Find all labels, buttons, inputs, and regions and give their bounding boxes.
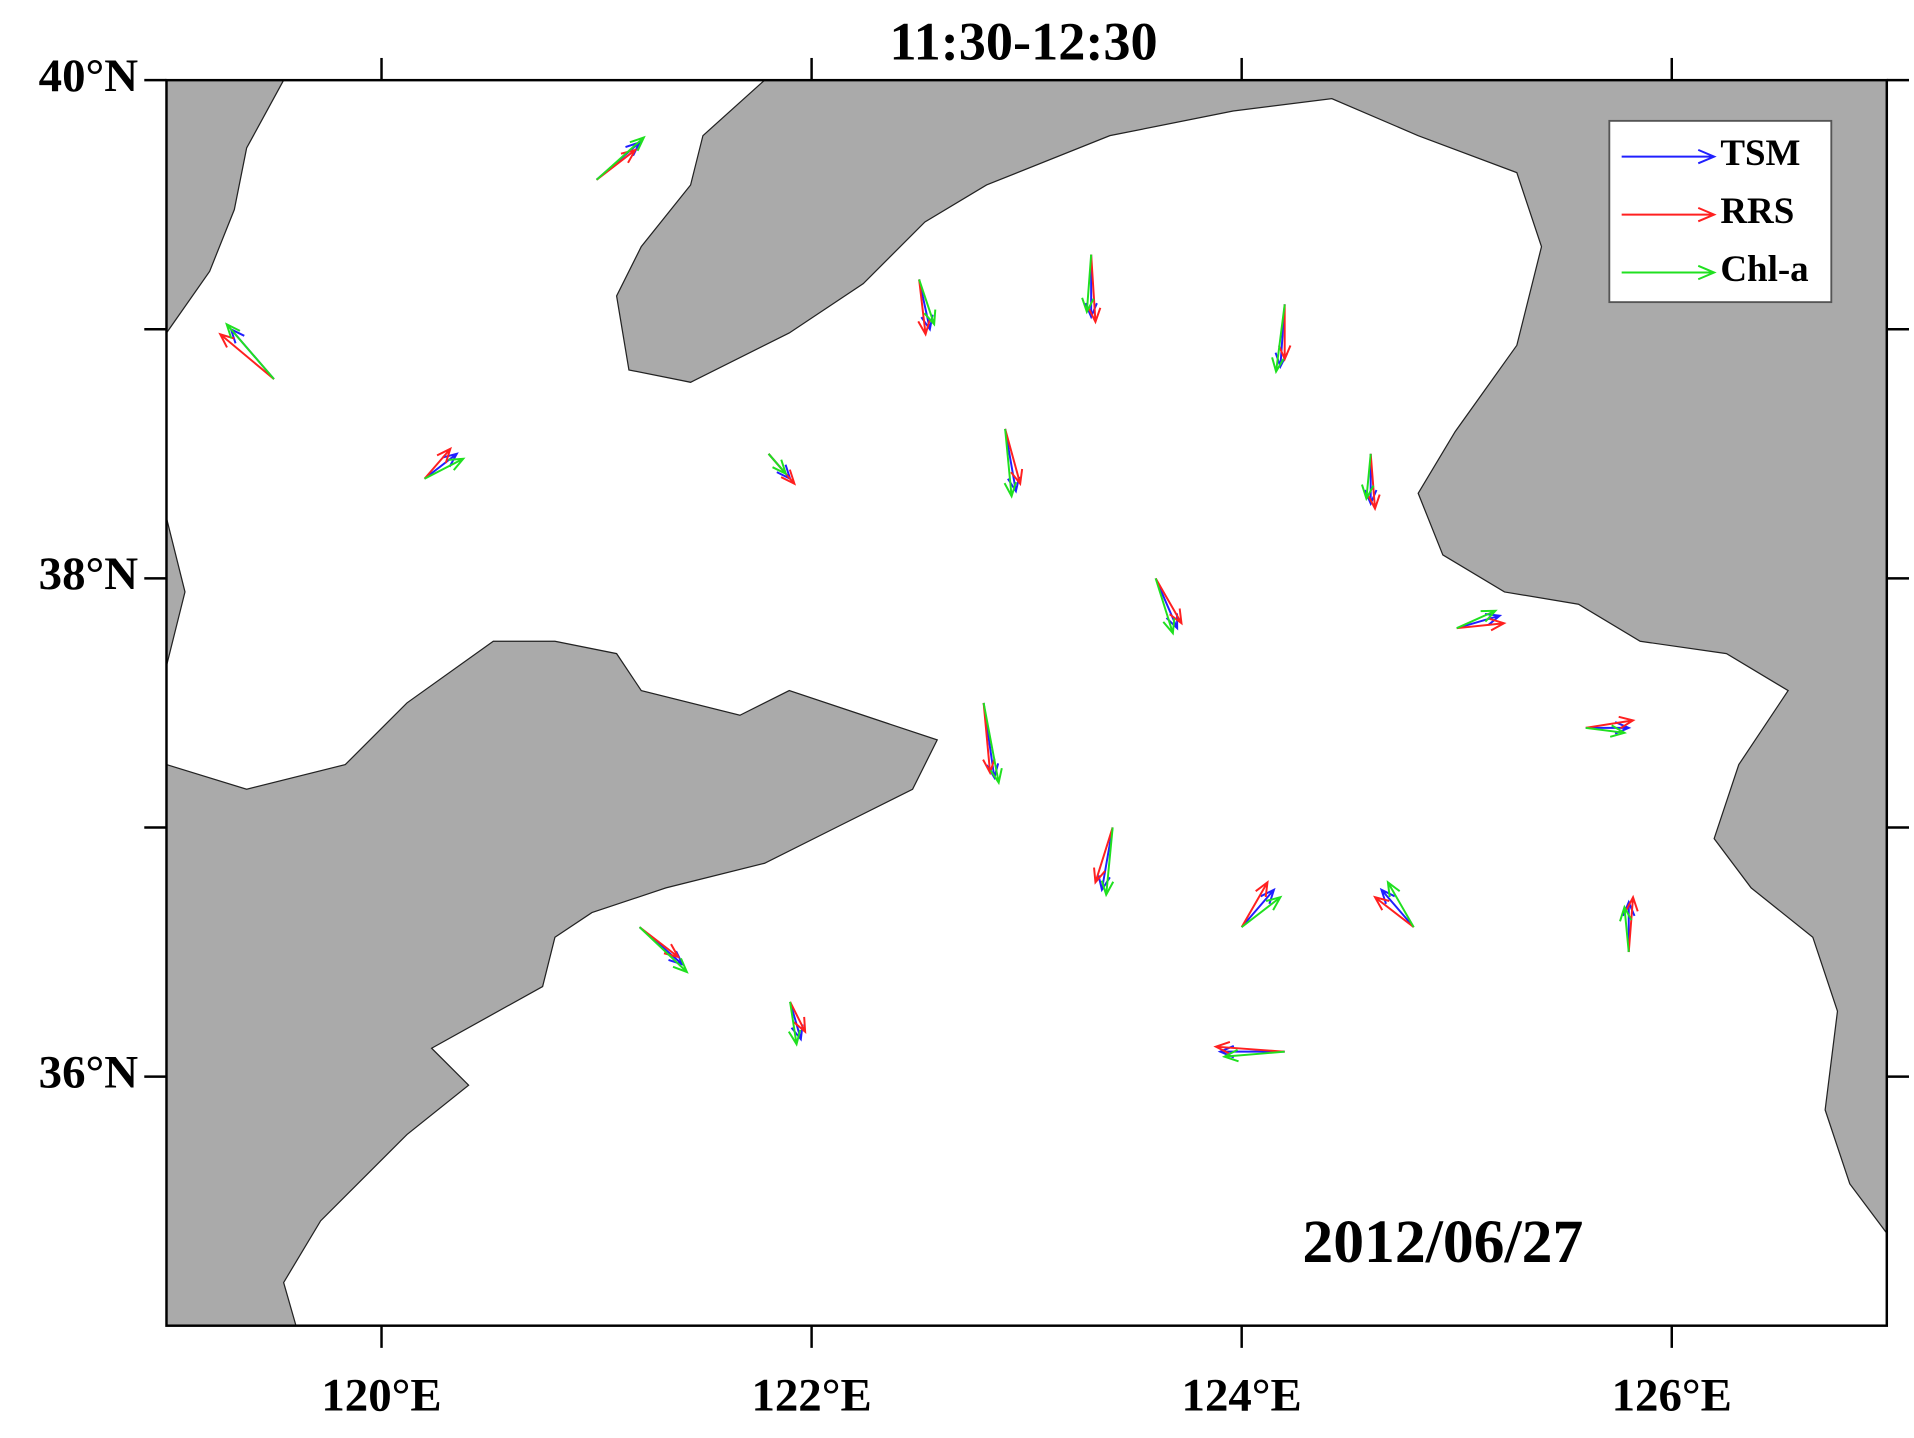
x-tick-label: 122°E: [751, 1369, 871, 1421]
vector-arrow: [1373, 895, 1415, 928]
vector-arrow: [982, 702, 996, 776]
vector-arrow: [1100, 827, 1115, 898]
y-tick-label: 36°N: [39, 1046, 139, 1098]
x-tick-label: 124°E: [1182, 1369, 1302, 1421]
vector-arrow: [638, 926, 689, 974]
vector-arrow: [1456, 617, 1507, 632]
vector-arrow: [1361, 453, 1375, 502]
vector-arrow: [1456, 613, 1503, 630]
vector-arrow: [1241, 895, 1283, 928]
vector-arrow: [1087, 254, 1102, 325]
vector-arrow: [1081, 254, 1095, 315]
vector-arrow: [595, 135, 646, 181]
vector-arrow: [1625, 894, 1639, 953]
vector-arrow: [225, 322, 275, 380]
vector-arrow: [1003, 428, 1017, 499]
vector-arrow: [918, 279, 937, 327]
legend-swatch: [1621, 264, 1717, 281]
legend-label: RRS: [1720, 191, 1794, 232]
date-annotation: 2012/06/27: [1302, 1208, 1583, 1276]
x-tick-label: 120°E: [321, 1369, 441, 1421]
y-tick-label: 40°N: [39, 50, 139, 102]
vector-arrow: [1386, 880, 1415, 928]
frame: [165, 78, 1889, 1327]
y-tick-label: 38°N: [39, 548, 139, 600]
map-root: 11:30-12:30 2012/06/27 120°E 122°E 124°E 12…: [39, 11, 1909, 1421]
x-tick-label: 126°E: [1612, 1369, 1732, 1421]
vector-arrow: [1240, 880, 1269, 928]
vector-arrow: [1585, 724, 1627, 738]
vector-arrow: [1213, 1040, 1285, 1055]
vector-arrow: [1004, 428, 1024, 487]
vector-arrow: [789, 1001, 807, 1035]
vector-arrow: [1221, 1048, 1285, 1063]
vector-arrow: [1585, 715, 1636, 730]
vector-arrow: [767, 453, 788, 476]
vector-arrow: [1093, 827, 1114, 885]
vector-arrow: [1154, 577, 1183, 626]
vector-arrow: [423, 446, 452, 480]
vector-arrow: [424, 457, 466, 480]
vector-arrow: [1456, 609, 1498, 630]
vector-arrow: [1367, 453, 1381, 512]
title: 11:30-12:30: [889, 11, 1157, 71]
vector-arrow: [1271, 304, 1286, 375]
vector-arrow: [1154, 578, 1176, 636]
vector-arrow: [982, 702, 1003, 786]
legend-swatch: [1621, 148, 1717, 165]
vector-arrow: [1278, 304, 1292, 362]
legend-swatch: [1621, 206, 1717, 223]
vector-arrow: [917, 279, 931, 337]
legend-label: Chl-a: [1720, 249, 1808, 290]
vector-arrow: [1619, 904, 1633, 953]
vector-arrow: [787, 1001, 802, 1047]
vector-arrow: [218, 332, 275, 380]
legend-label: TSM: [1720, 133, 1800, 174]
